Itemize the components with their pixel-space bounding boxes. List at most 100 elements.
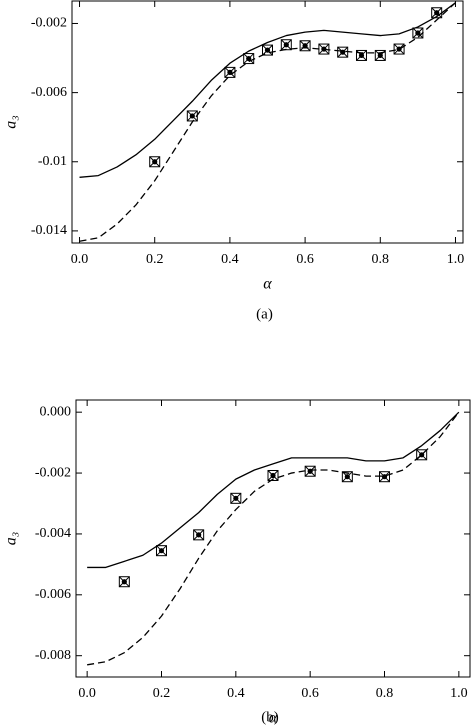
x-tick-label: 0.4 [227, 686, 245, 701]
marker-square [374, 49, 386, 61]
marker-dot [233, 495, 239, 501]
y-tick-label: -0.006 [31, 85, 67, 100]
marker-square [186, 110, 198, 122]
y-tick-label: -0.006 [35, 587, 71, 602]
marker-dot [264, 47, 271, 53]
marker-dot [196, 532, 202, 538]
marker-dot [377, 52, 383, 59]
marker-dot [121, 579, 127, 585]
data-point [412, 27, 424, 39]
marker-dot [321, 46, 327, 52]
marker-dot [270, 472, 276, 479]
marker-square [379, 471, 391, 483]
plot-frame [75, 399, 471, 678]
marker-dot [434, 10, 440, 16]
marker-dot [344, 474, 350, 480]
y-axis-label: a₃ [3, 115, 20, 129]
marker-dot [307, 468, 313, 474]
plot-frame [71, 0, 464, 244]
marker-square [193, 529, 205, 541]
data-point [155, 545, 167, 557]
caption: (a) [256, 306, 273, 322]
data-point [337, 46, 349, 58]
data-point [299, 40, 311, 52]
marker-square [299, 40, 311, 52]
data-point [280, 39, 292, 51]
solid-curve [79, 2, 456, 178]
data-point [393, 43, 405, 55]
data-point [262, 44, 273, 56]
marker-square [230, 492, 242, 504]
x-tick-label: 0.2 [153, 686, 171, 701]
marker-dot [415, 30, 421, 36]
x-tick-label: 0.4 [221, 252, 239, 267]
data-point [374, 49, 386, 61]
marker-dot [340, 49, 346, 55]
marker-dot [158, 548, 165, 554]
y-tick-label: -0.014 [31, 223, 67, 238]
marker-square [341, 471, 353, 483]
x-tick-label: 0.0 [71, 252, 89, 267]
marker-dot [419, 452, 425, 458]
x-tick-label: 1.0 [447, 252, 465, 267]
x-tick-label: 0.2 [146, 252, 164, 267]
solid-curve [87, 411, 460, 569]
data-point [341, 471, 353, 483]
marker-dot [358, 52, 365, 59]
marker-square [243, 53, 255, 65]
x-tick-label: 0.6 [296, 252, 314, 267]
marker-square [412, 27, 424, 39]
caption: (b) [261, 709, 279, 725]
marker-square [416, 449, 428, 461]
marker-square [267, 469, 279, 481]
x-axis-label: α [269, 710, 278, 727]
data-point [431, 7, 443, 19]
dashed-curve [87, 411, 460, 666]
marker-square [280, 39, 292, 51]
x-axis-label: α [263, 276, 272, 293]
y-tick-label: 0.000 [40, 404, 72, 419]
marker-dot [283, 42, 289, 48]
y-tick-label: -0.01 [38, 154, 67, 169]
data-point [149, 156, 161, 168]
marker-dot [189, 113, 195, 119]
marker-dot [396, 46, 402, 52]
dashed-curve [79, 2, 456, 242]
data-point [267, 469, 279, 481]
data-point [186, 110, 198, 122]
data-point [304, 465, 316, 477]
y-tick-label: -0.004 [35, 526, 71, 541]
marker-square [318, 43, 330, 55]
x-tick-label: 0.6 [301, 686, 319, 701]
marker-square [393, 43, 405, 55]
marker-square [355, 49, 367, 61]
x-tick-label: 1.0 [450, 686, 468, 701]
marker-dot [381, 474, 388, 480]
marker-square [431, 7, 443, 19]
marker-dot [246, 55, 252, 62]
data-point [230, 492, 242, 504]
x-tick-label: 0.8 [376, 686, 394, 701]
data-point [318, 43, 330, 55]
data-point [416, 449, 428, 461]
marker-dot [302, 43, 308, 49]
marker-dot [152, 159, 158, 165]
y-tick-label: -0.008 [35, 648, 71, 663]
data-point [379, 471, 391, 483]
marker-square [155, 545, 167, 557]
data-point [193, 529, 205, 541]
marker-square [304, 465, 316, 477]
y-axis-label: a₃ [3, 532, 20, 546]
data-point [355, 49, 367, 61]
data-point [243, 53, 255, 65]
x-tick-label: 0.8 [372, 252, 390, 267]
data-point [118, 576, 130, 588]
x-tick-label: 0.0 [78, 686, 96, 701]
marker-square [118, 576, 130, 588]
data-point [224, 66, 236, 78]
marker-dot [227, 69, 233, 75]
y-tick-label: -0.002 [31, 16, 67, 31]
marker-square [149, 156, 161, 168]
marker-square [224, 66, 236, 78]
